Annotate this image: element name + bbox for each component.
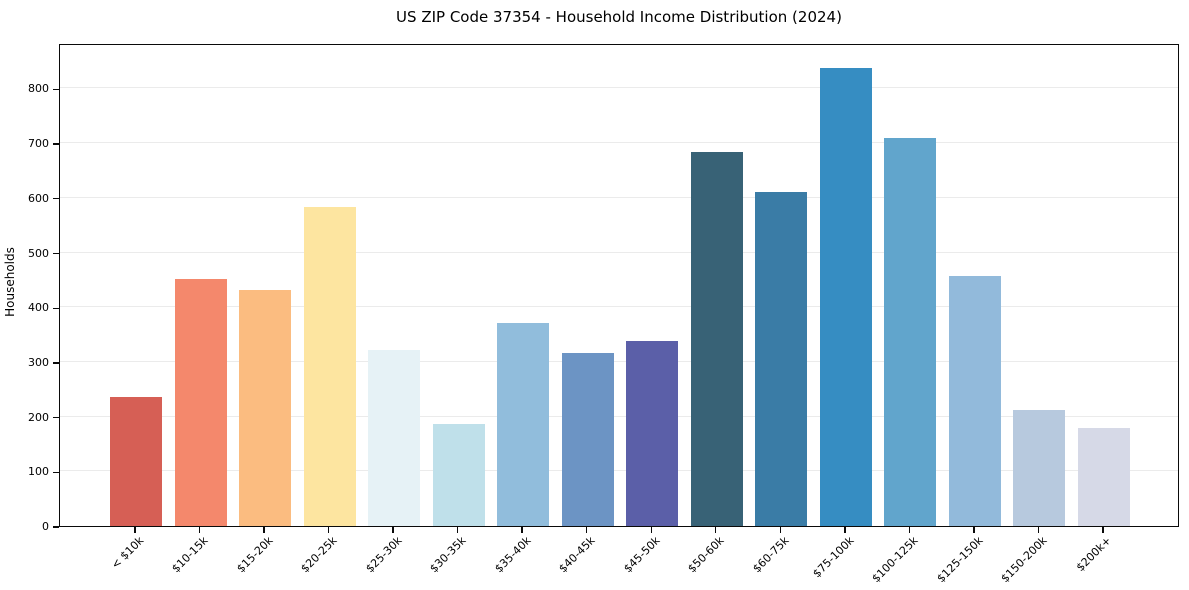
x-tick-mark bbox=[973, 527, 975, 533]
gridline bbox=[60, 470, 1178, 472]
bar-$200k+ bbox=[1077, 428, 1130, 526]
bar-$10-15k bbox=[174, 278, 227, 526]
bar-< $10k bbox=[110, 396, 162, 526]
x-tick-label: $10-15k bbox=[169, 534, 211, 576]
gridline bbox=[60, 142, 1178, 144]
x-tick-label: $35-40k bbox=[492, 534, 534, 576]
gridline bbox=[60, 251, 1178, 253]
x-tick-label: $40-45k bbox=[556, 534, 598, 576]
x-tick-label: $15-20k bbox=[234, 534, 276, 576]
x-tick-label: $150-200k bbox=[998, 534, 1050, 586]
gridline bbox=[60, 360, 1178, 362]
x-tick-label: $45-50k bbox=[621, 534, 663, 576]
bar-$20-25k bbox=[303, 207, 356, 526]
gridline bbox=[60, 415, 1178, 417]
gridline bbox=[60, 87, 1178, 89]
y-tick-label: 100 bbox=[28, 465, 49, 479]
x-tick-label: $200k+ bbox=[1074, 534, 1115, 575]
bar-$40-45k bbox=[561, 352, 614, 526]
x-tick-label: $30-35k bbox=[427, 534, 469, 576]
bar-$125-150k bbox=[948, 276, 1001, 526]
x-tick-mark bbox=[521, 527, 523, 533]
x-tick-label: $75-100k bbox=[809, 534, 857, 581]
x-tick-label: $60-75k bbox=[750, 534, 792, 576]
y-tick-label: 800 bbox=[28, 82, 49, 96]
x-tick-mark bbox=[779, 527, 782, 533]
x-tick-mark bbox=[263, 527, 265, 533]
y-tick-label: 700 bbox=[28, 137, 49, 151]
bar-$35-40k bbox=[497, 323, 550, 526]
bar-$75-100k bbox=[819, 67, 872, 526]
x-tick-mark bbox=[650, 527, 652, 533]
x-tick-mark bbox=[844, 527, 846, 533]
plot-area bbox=[59, 44, 1179, 527]
x-tick-mark bbox=[134, 527, 136, 533]
x-tick-mark bbox=[456, 527, 459, 533]
x-tick-mark bbox=[586, 527, 588, 533]
bar-$15-20k bbox=[239, 289, 292, 526]
x-tick-mark bbox=[392, 527, 394, 533]
y-tick-label: 0 bbox=[42, 520, 49, 533]
x-tick-mark bbox=[198, 527, 201, 533]
y-tick-label: 300 bbox=[28, 355, 49, 369]
gridline bbox=[60, 196, 1178, 198]
bar-$45-50k bbox=[626, 341, 679, 526]
bar-$50-60k bbox=[690, 152, 743, 526]
x-tick-label: $25-30k bbox=[363, 534, 405, 576]
bar-$25-30k bbox=[368, 349, 421, 526]
x-tick-mark bbox=[715, 527, 717, 533]
x-tick-label: < $10k bbox=[108, 534, 147, 572]
x-tick-label: $100-125k bbox=[869, 534, 921, 586]
x-tick-label: $50-60k bbox=[685, 534, 728, 576]
bar-$100-125k bbox=[884, 138, 937, 526]
chart-title: US ZIP Code 37354 - Household Income Dis… bbox=[396, 8, 842, 26]
x-tick-label: $125-150k bbox=[933, 534, 986, 586]
bar-$60-75k bbox=[755, 192, 808, 526]
x-tick-mark bbox=[1102, 527, 1104, 533]
x-tick-mark bbox=[327, 527, 330, 533]
y-tick-label: 600 bbox=[28, 191, 49, 205]
bar-$30-35k bbox=[432, 423, 485, 526]
x-tick-mark bbox=[1037, 527, 1040, 533]
bar-$150-200k bbox=[1013, 410, 1066, 526]
y-tick-label: 200 bbox=[28, 410, 49, 424]
gridline bbox=[60, 306, 1178, 308]
x-tick-label: $20-25k bbox=[298, 534, 340, 576]
x-tick-mark bbox=[908, 527, 911, 533]
y-axis-label: Households bbox=[3, 247, 17, 317]
